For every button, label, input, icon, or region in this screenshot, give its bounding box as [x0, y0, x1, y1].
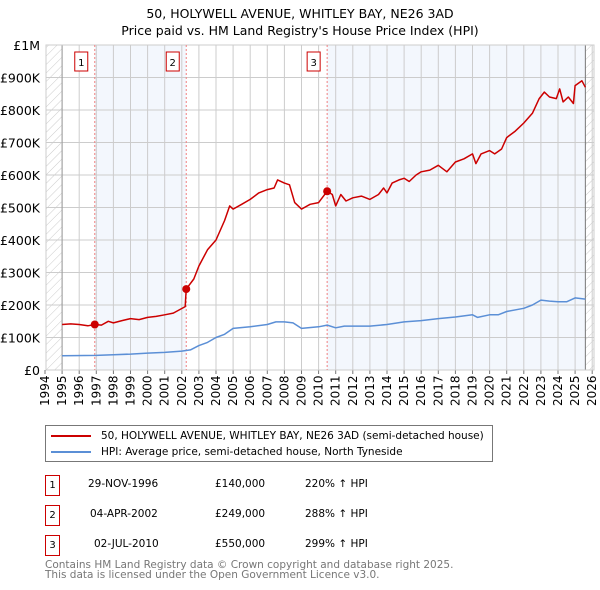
y-tick-label: £300K [0, 266, 41, 281]
sale-number: 2 [45, 505, 60, 526]
x-tick-label: 2005 [226, 375, 240, 406]
x-tick-label: 2004 [209, 375, 223, 406]
x-tick-label: 2003 [192, 375, 206, 406]
sale-row: 1 29-NOV-1996 £140,000 220% ↑ HPI [45, 475, 545, 496]
title-line-2: Price paid vs. HM Land Registry's House … [121, 23, 479, 38]
x-tick-label: 2023 [534, 375, 548, 406]
footer-line-1: Contains HM Land Registry data © Crown c… [45, 559, 454, 571]
x-tick-label: 2019 [466, 375, 480, 406]
sale-number: 1 [45, 475, 60, 496]
sale-hpi: 220% ↑ HPI [305, 478, 368, 490]
x-tick-label: 2006 [243, 375, 257, 406]
y-tick-label: £400K [0, 233, 41, 248]
property-series-line [62, 80, 587, 327]
x-tick-label: 2020 [483, 375, 497, 406]
sale-number-label: 1 [78, 58, 84, 69]
x-tick-label: 1998 [106, 375, 120, 406]
sale-hpi: 288% ↑ HPI [305, 508, 368, 520]
blue-line-swatch [51, 451, 91, 453]
x-tick-label: 2016 [414, 375, 428, 406]
sale-date: 29-NOV-1996 [88, 478, 159, 490]
x-tick-label: 2022 [517, 375, 531, 406]
sale-number-box [74, 51, 89, 72]
y-tick-label: £1M [13, 38, 40, 53]
y-tick-label: £800K [0, 103, 41, 118]
footer-line-2: This data is licensed under the Open Gov… [45, 569, 380, 581]
x-tick-label: 1995 [55, 375, 69, 406]
sale-point [182, 285, 191, 294]
x-tick-label: 2008 [277, 375, 291, 406]
chart-title: 50, HOLYWELL AVENUE, WHITLEY BAY, NE26 3… [0, 5, 600, 39]
x-tick-label: 2007 [260, 375, 274, 406]
legend-label: 50, HOLYWELL AVENUE, WHITLEY BAY, NE26 3… [101, 430, 484, 442]
sale-row: 3 02-JUL-2010 £550,000 299% ↑ HPI [45, 535, 545, 556]
sale-number-box [165, 51, 180, 72]
y-tick-label: £500K [0, 201, 41, 216]
sale-point [323, 187, 332, 196]
x-tick-label: 2010 [312, 375, 326, 406]
footer: Contains HM Land Registry data © Crown c… [45, 559, 454, 581]
legend-label: HPI: Average price, semi-detached house,… [101, 446, 403, 458]
y-tick-label: £0 [24, 363, 40, 378]
y-tick-label: £700K [0, 136, 41, 151]
sale-point [90, 320, 99, 329]
y-tick-label: £100K [0, 331, 41, 346]
x-tick-label: 2011 [329, 375, 343, 406]
plot-border [45, 44, 595, 371]
x-tick-label: 2012 [346, 375, 360, 406]
x-tick-label: 2000 [141, 375, 155, 406]
sale-price: £140,000 [215, 478, 266, 490]
x-tick-label: 2026 [585, 375, 599, 406]
x-tick-label: 2009 [295, 375, 309, 406]
x-tick-label: 2025 [568, 375, 582, 406]
sale-date: 04-APR-2002 [90, 508, 158, 520]
sale-date: 02-JUL-2010 [94, 538, 159, 550]
sale-number-label: 3 [310, 58, 316, 69]
price-chart: £0 £100K £200K £300K £400K £500K £600K £700K £80… [0, 38, 599, 406]
legend-item-hpi: HPI: Average price, semi-detached house,… [51, 444, 403, 460]
x-tick-label: 2015 [397, 375, 411, 406]
x-tick-label: 2018 [448, 375, 462, 406]
y-tick-label: £900K [0, 71, 41, 86]
x-tick-label: 2013 [363, 375, 377, 406]
x-tick-label: 2017 [431, 375, 445, 406]
x-tick-label: 2024 [551, 375, 565, 406]
title-line-1: 50, HOLYWELL AVENUE, WHITLEY BAY, NE26 3… [146, 6, 454, 21]
x-tick-label: 2021 [500, 375, 514, 406]
sale-row: 2 04-APR-2002 £249,000 288% ↑ HPI [45, 505, 545, 526]
sale-hpi: 299% ↑ HPI [305, 538, 368, 550]
red-line-swatch [51, 435, 91, 437]
sale-number-label: 2 [170, 58, 176, 69]
y-tick-label: £600K [0, 168, 41, 183]
legend-item-property: 50, HOLYWELL AVENUE, WHITLEY BAY, NE26 3… [51, 428, 484, 444]
hpi-series-line [62, 297, 586, 357]
x-tick-label: 1999 [124, 375, 138, 406]
x-tick-label: 2002 [175, 375, 189, 406]
y-tick-label: £200K [0, 298, 41, 313]
x-tick-label: 1997 [89, 375, 103, 406]
legend: 50, HOLYWELL AVENUE, WHITLEY BAY, NE26 3… [45, 425, 493, 462]
sale-price: £249,000 [215, 508, 266, 520]
x-tick-label: 2014 [380, 375, 394, 406]
x-tick-label: 1996 [72, 375, 86, 406]
x-tick-label: 2001 [158, 375, 172, 406]
sale-number-box [306, 51, 321, 72]
x-tick-label: 1994 [38, 375, 52, 406]
sale-price: £550,000 [215, 538, 266, 550]
sale-number: 3 [45, 535, 60, 556]
